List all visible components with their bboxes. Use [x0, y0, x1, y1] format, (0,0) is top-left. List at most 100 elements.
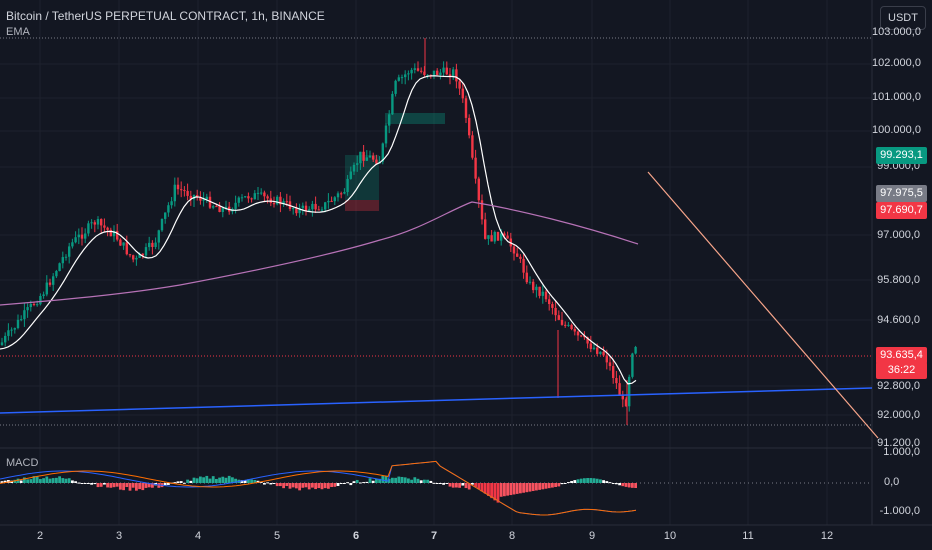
candle-body	[202, 199, 205, 201]
candle-body	[340, 193, 343, 195]
macd-histogram-bar	[400, 476, 404, 483]
macd-histogram-bar	[192, 477, 196, 483]
candle-body	[576, 331, 580, 336]
price-tick: 101.000,0	[872, 91, 921, 103]
macd-histogram-bar	[557, 483, 561, 487]
macd-histogram-bar	[429, 480, 433, 483]
candle-body	[324, 202, 327, 210]
candle-body	[608, 362, 612, 367]
time-tick: 9	[588, 530, 596, 542]
macd-histogram-bar	[368, 478, 372, 483]
price-tag-high: 99.293,1	[876, 147, 927, 164]
time-tick: 8	[508, 530, 516, 542]
macd-histogram-bar	[490, 483, 493, 499]
signal-line	[0, 460, 637, 516]
macd-histogram-bar	[93, 483, 97, 485]
macd-histogram-bar	[247, 479, 250, 483]
candle-body	[157, 230, 160, 243]
candle-body	[471, 135, 474, 158]
macd-indicator-label[interactable]: MACD	[6, 457, 39, 469]
macd-histogram-bar	[461, 483, 465, 486]
candle-body	[343, 192, 346, 194]
macd-histogram-bar	[583, 478, 586, 483]
macd-histogram-bar	[295, 483, 298, 489]
macd-histogram-bar	[519, 483, 522, 494]
macd-histogram-bar	[547, 483, 551, 489]
candle-body	[564, 324, 567, 326]
macd-histogram-bar	[384, 476, 388, 483]
candle-body	[436, 70, 439, 75]
macd-histogram-bar	[464, 483, 468, 489]
candle-body	[285, 201, 288, 203]
macd-histogram-bar	[285, 483, 289, 487]
macd-histogram-bar	[323, 483, 327, 489]
ema-indicator-label[interactable]: EMA	[6, 26, 30, 38]
candle-body	[116, 230, 119, 240]
macd-histogram-bar	[391, 477, 394, 483]
macd-histogram-bar	[599, 479, 602, 483]
candle-body	[503, 233, 506, 236]
candle-body	[80, 234, 84, 239]
macd-histogram-bar	[51, 478, 55, 483]
candle-body	[58, 263, 61, 272]
candle-body	[573, 329, 576, 332]
candle-body	[52, 276, 55, 285]
candle-body	[42, 294, 45, 296]
macd-histogram-bar	[227, 475, 231, 483]
macd-histogram-bar	[487, 483, 490, 496]
macd-histogram-bar	[112, 483, 116, 488]
macd-histogram-bar	[624, 483, 628, 487]
macd-histogram-bar	[541, 483, 545, 490]
candle-body	[554, 307, 557, 316]
candle-body	[295, 208, 298, 214]
macd-histogram-bar	[333, 483, 337, 487]
macd-histogram-bar	[586, 478, 589, 483]
macd-histogram-bar	[327, 483, 330, 489]
macd-histogram-bar	[355, 479, 359, 483]
macd-histogram-bar	[503, 483, 506, 497]
candle-body	[77, 234, 80, 238]
macd-histogram-bar	[544, 483, 548, 489]
symbol-title[interactable]: Bitcoin / TetherUS PERPETUAL CONTRACT, 1…	[6, 9, 325, 23]
price-tag-ema-slow: 97.975,5	[876, 185, 927, 202]
candle-body	[388, 114, 391, 126]
macd-histogram-bar	[61, 478, 65, 483]
candle-body	[359, 151, 362, 164]
candle-body	[64, 256, 68, 258]
candle-body	[39, 295, 42, 305]
macd-histogram-bar	[16, 478, 20, 483]
macd-histogram-bar	[291, 483, 295, 488]
macd-histogram-bar	[288, 483, 292, 489]
macd-histogram-bar	[394, 477, 397, 483]
candle-body	[551, 304, 554, 308]
macd-histogram-bar	[602, 480, 605, 483]
candle-body	[420, 70, 423, 72]
macd-histogram-bar	[458, 483, 461, 488]
candle-body	[455, 69, 458, 82]
candle-body	[215, 206, 218, 208]
time-tick: 3	[115, 530, 123, 542]
price-tick: 95.800,0	[877, 274, 920, 286]
macd-histogram-bar	[592, 478, 596, 483]
time-tick: 12	[820, 530, 834, 542]
candle-body	[560, 319, 564, 325]
macd-histogram-bar	[439, 483, 442, 484]
candle-body	[180, 189, 183, 191]
macd-histogram-bar	[573, 480, 577, 483]
candle-body	[439, 72, 442, 75]
macd-histogram-bar	[471, 483, 474, 485]
macd-histogram-bar	[410, 479, 413, 483]
price-tick: 92.800,0	[877, 380, 920, 392]
candle-body	[362, 151, 365, 161]
candle-body	[256, 192, 260, 194]
candle-body	[292, 208, 295, 210]
candle-body	[0, 342, 4, 345]
macd-histogram-bar	[234, 478, 237, 483]
time-tick: 4	[194, 530, 202, 542]
candle-body	[612, 366, 615, 379]
currency-button[interactable]: USDT	[880, 6, 926, 30]
candle-body	[13, 328, 16, 330]
macd-histogram-bar	[282, 483, 285, 489]
macd-histogram-bar	[183, 482, 186, 484]
